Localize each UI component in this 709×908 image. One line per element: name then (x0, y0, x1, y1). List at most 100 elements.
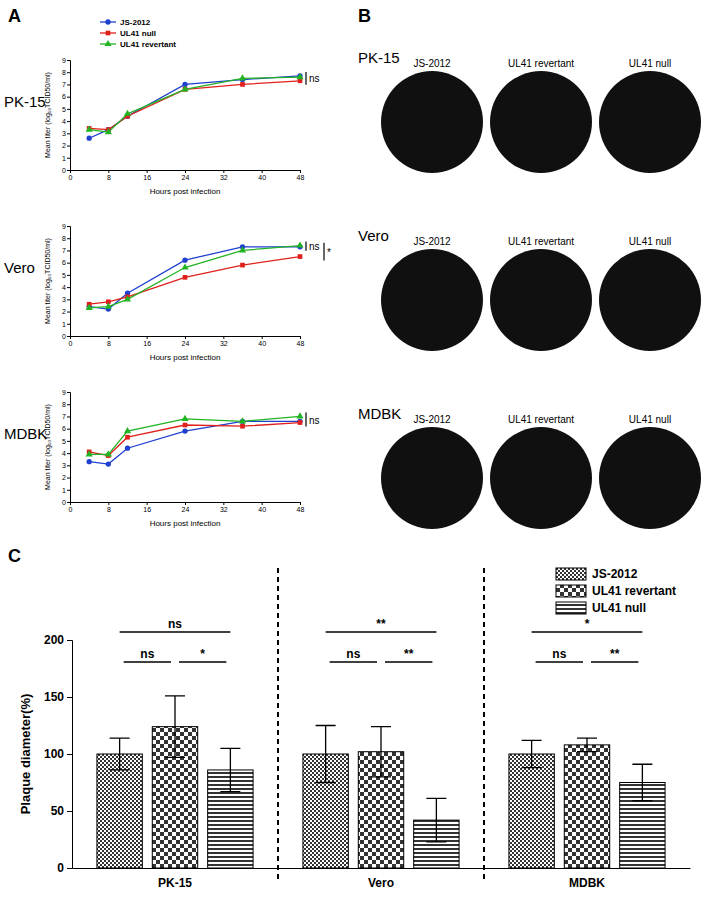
x-tick-label: 48 (297, 506, 305, 513)
legend-label: UL41 null (120, 29, 156, 38)
series-marker (240, 82, 245, 87)
series-line (89, 247, 300, 309)
significance-label: ns (309, 73, 320, 84)
x-tick: 40 (258, 502, 266, 513)
legend-label: UL41 revertant (120, 40, 176, 49)
y-tick: 5 (62, 438, 70, 445)
x-tick-mark (300, 170, 301, 173)
significance-bracket (532, 631, 643, 633)
y-tick-label: 4 (62, 284, 66, 291)
y-tick: 4 (62, 450, 70, 457)
series-line (89, 421, 300, 464)
x-tick-label: 8 (107, 340, 111, 347)
x-axis: 081624324048 (69, 502, 305, 513)
y-tick: 150 (44, 690, 72, 704)
y-tick: 200 (44, 633, 72, 647)
x-tick-label: 40 (258, 174, 266, 181)
x-tick-label: 8 (107, 506, 111, 513)
error-bar (522, 740, 542, 767)
y-tick-label: 2 (62, 474, 66, 481)
x-tick: Vero (368, 868, 394, 890)
x-tick-mark (300, 336, 301, 339)
plaque-well (490, 249, 592, 351)
series-marker (239, 417, 246, 423)
significance-bar (305, 412, 306, 426)
x-axis-line (71, 337, 301, 340)
y-tick-label: 0 (57, 861, 64, 875)
row-label: PK-15 (358, 49, 400, 66)
plaque-well (490, 71, 592, 173)
y-tick-label: 7 (62, 247, 66, 254)
x-tick-label: 24 (182, 506, 190, 513)
y-tick-mark (67, 109, 70, 110)
x-tick: 0 (69, 170, 73, 181)
series-marker (86, 450, 93, 456)
x-tick: 32 (220, 170, 228, 181)
y-tick: 4 (62, 284, 70, 291)
y-tick-label: 3 (62, 462, 66, 469)
error-bar (316, 726, 336, 783)
y-tick-mark (67, 324, 70, 325)
y-tick: 4 (62, 118, 70, 125)
x-tick-label: 48 (297, 174, 305, 181)
y-tick-label: 5 (62, 106, 66, 113)
x-tick: 48 (297, 336, 305, 347)
plaque-well (599, 249, 701, 351)
y-tick-label: 6 (62, 259, 66, 266)
x-tick-mark (108, 336, 109, 339)
significance-label: ** (404, 647, 414, 661)
bar (97, 754, 142, 868)
y-tick-label: 3 (62, 296, 66, 303)
plaque-row: MDBKJS-2012UL41 revertantUL41 null (358, 405, 701, 529)
plot-area (86, 241, 304, 311)
x-tick: 24 (182, 170, 190, 181)
series-marker (239, 74, 246, 80)
well-label: JS-2012 (413, 414, 451, 425)
y-tick-label: 0 (62, 333, 66, 340)
y-tick-mark (67, 146, 70, 147)
well-label: JS-2012 (413, 58, 451, 69)
y-tick: 50 (51, 804, 72, 818)
series-marker (297, 419, 302, 424)
panel-label: C (8, 546, 21, 566)
significance-label: ns (309, 415, 320, 426)
legend-swatch (556, 602, 586, 614)
significance-bracket (179, 661, 226, 663)
series-marker (239, 246, 246, 252)
well-label: UL41 null (629, 236, 671, 247)
y-tick: 100 (44, 747, 72, 761)
series-marker (182, 258, 187, 263)
y-tick-mark (67, 226, 70, 227)
series-marker (87, 136, 92, 141)
plaque-row: PK-15JS-2012UL41 revertantUL41 null (358, 49, 701, 173)
y-tick: 7 (62, 81, 70, 88)
series-line (89, 416, 300, 454)
series-marker (296, 412, 303, 418)
y-tick: 3 (62, 130, 70, 137)
plaque-well (381, 427, 483, 529)
y-axis: 0123456789 (62, 57, 70, 174)
group-separator (277, 568, 279, 882)
y-tick-mark (67, 336, 70, 337)
row-label: Vero (4, 259, 35, 276)
x-tick: 48 (297, 170, 305, 181)
series-line (89, 77, 300, 132)
x-tick-label: 8 (107, 174, 111, 181)
legend-marker (105, 19, 110, 24)
legend-marker (104, 40, 111, 46)
series-marker (124, 427, 131, 433)
y-tick-mark (67, 404, 70, 405)
series-marker (125, 446, 130, 451)
y-tick: 2 (62, 308, 70, 315)
y-tick-mark (67, 502, 70, 503)
y-tick-mark (67, 754, 72, 755)
error-bar (220, 748, 240, 791)
significance-bar (305, 72, 306, 85)
y-axis-title: Mean titer (log₁₀TCID50/ml) (44, 238, 52, 324)
y-tick: 9 (62, 57, 70, 64)
y-tick-mark (67, 429, 70, 430)
y-tick-mark (67, 170, 70, 171)
x-axis: PK-15VeroMDBK (73, 868, 691, 890)
y-tick-label: 9 (62, 389, 66, 396)
line-chart: 0816243240480123456789PK-15Hours post in… (4, 18, 320, 196)
